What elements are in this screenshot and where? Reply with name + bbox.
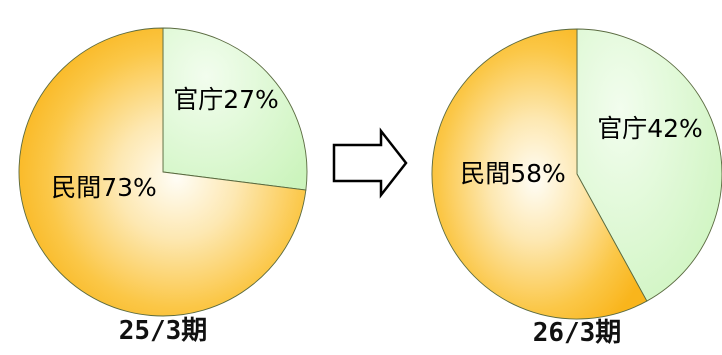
period-label-25-3: 25/3期 (119, 316, 208, 346)
pie-slice-private (431, 28, 648, 320)
pie-slice-government (162, 27, 308, 191)
slice-label-government: 官庁42% (597, 114, 703, 143)
slice-label-private: 民間58% (460, 159, 566, 188)
right-arrow-icon (332, 127, 408, 199)
pie-slice-government (576, 28, 722, 302)
slice-label-government: 官庁27% (173, 85, 279, 114)
period-label-26-3: 26/3期 (533, 318, 622, 348)
pie-chart-26-3: 官庁42% 民間58% (431, 28, 722, 320)
slice-label-private: 民間73% (51, 173, 157, 202)
pie-chart-25-3: 官庁27% 民間73% (18, 27, 308, 317)
pie-slice-private (18, 27, 307, 317)
